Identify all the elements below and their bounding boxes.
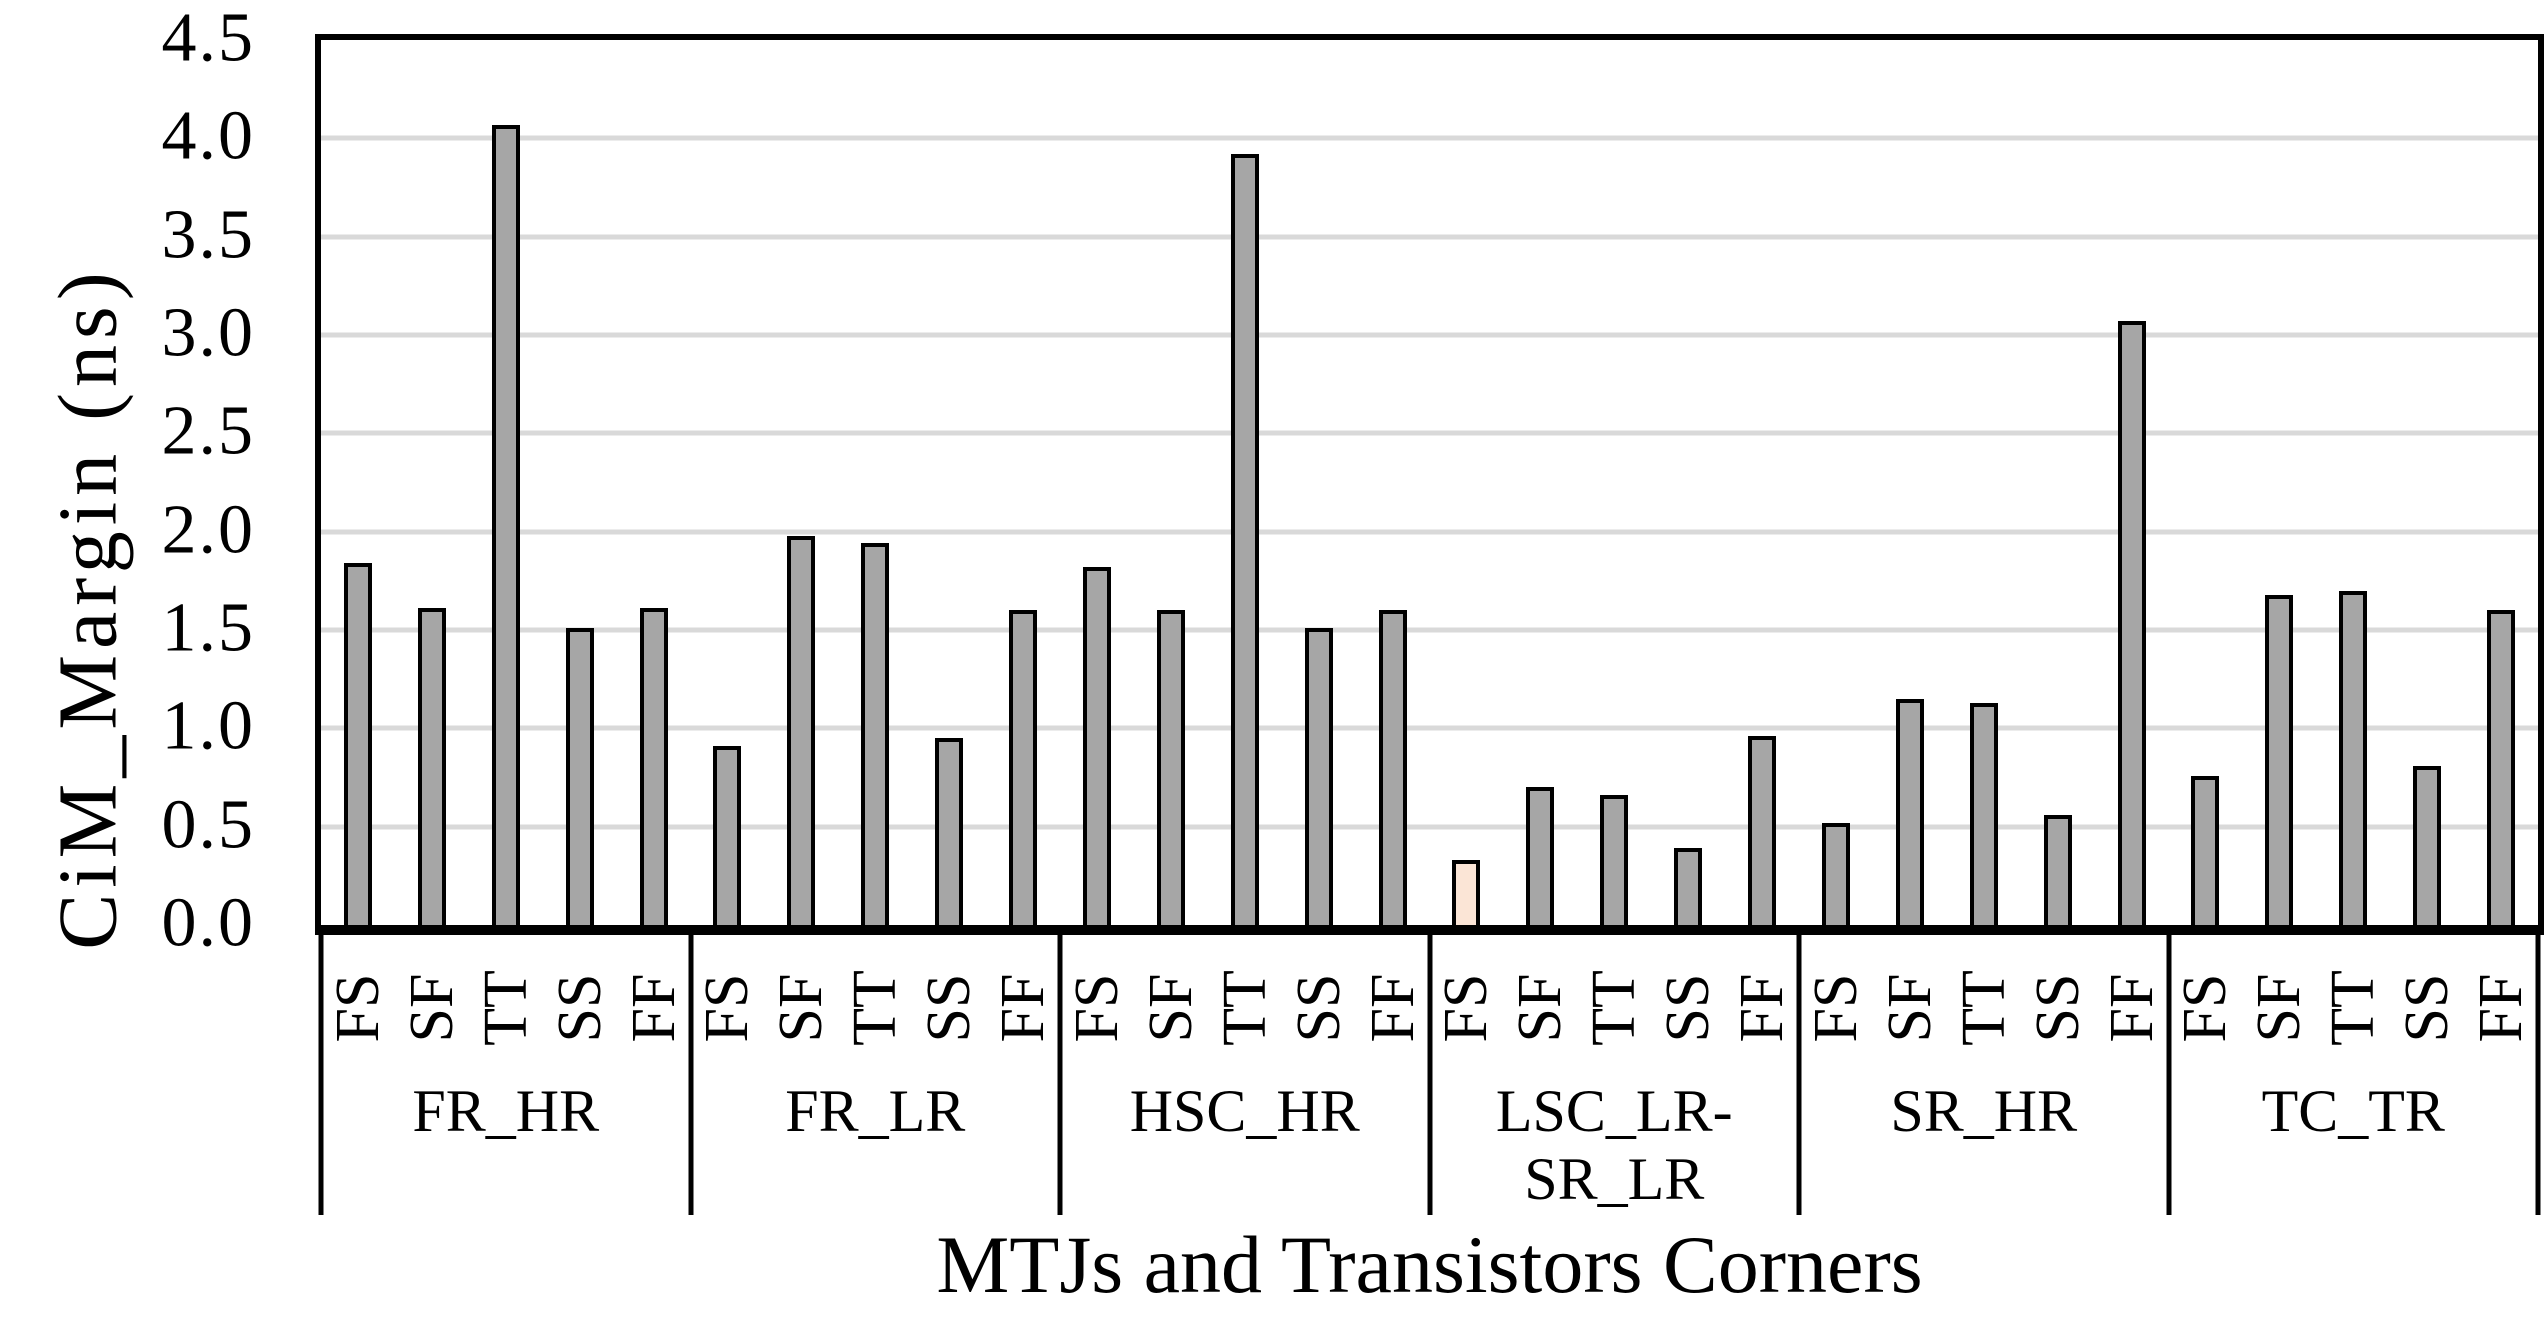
bar-group4-SS [2043,815,2072,925]
group-label-1: FR_LR [785,1078,966,1144]
bar-group2-TT [1230,154,1259,925]
bar-group4-TT [1969,703,1998,925]
bar-group2-SF [1156,610,1185,925]
bar-group5-SS [2413,766,2442,925]
category-separator-6 [2535,925,2541,1215]
gridline-1.0 [321,725,2538,731]
bar-group1-SS [935,738,964,925]
bar-group3-FS [1452,860,1481,925]
bar-group3-SF [1526,787,1555,925]
category-separator-0 [318,925,324,1215]
group-label-5: TC_TR [2261,1078,2445,1144]
bar-group2-FS [1082,567,1111,925]
bar-group0-FS [343,563,372,925]
bar-group0-FF [639,608,668,925]
category-label-group4-TT: TT [1949,970,2018,1046]
category-label-group2-SF: SF [1136,973,1205,1043]
category-separator-2 [1057,925,1063,1215]
category-separator-5 [2166,925,2171,1215]
gridline-2.0 [321,529,2538,535]
bar-group3-FF [1748,736,1777,925]
group-label-row: FR_HR FR_LR HSC_HR LSC_LR- SR_LR SR_HR TC_TR [321,1078,2538,1218]
bar-group1-FF [1009,610,1038,925]
category-label-group3-FS: FS [1432,973,1501,1043]
y-tick-label-3.0: 3.0 [161,294,255,372]
category-label-group1-FF: FF [989,973,1058,1043]
bar-group5-FS [2191,776,2220,925]
bar-group0-SF [417,608,446,925]
category-separator-3 [1427,925,1432,1215]
category-label-group1-SF: SF [767,973,836,1043]
category-label-group0-FS: FS [323,973,392,1043]
category-label-group1-FS: FS [693,973,762,1043]
group-label-2: HSC_HR [1129,1078,1360,1144]
category-label-group5-SS: SS [2393,973,2462,1043]
bar-group1-FS [713,746,742,925]
bar-group5-FF [2487,610,2516,925]
y-tick-label-1.5: 1.5 [161,589,255,667]
category-label-group3-TT: TT [1580,970,1649,1046]
category-label-group5-SF: SF [2245,973,2314,1043]
category-label-group4-FF: FF [2097,973,2166,1043]
category-label-group2-TT: TT [1210,970,1279,1046]
bar-group4-FS [1821,823,1850,925]
category-label-group4-FS: FS [1801,973,1870,1043]
category-label-group3-SS: SS [1654,973,1723,1043]
category-label-group0-FF: FF [619,973,688,1043]
y-tick-label-2.0: 2.0 [161,491,255,569]
group-label-4: SR_HR [1890,1078,2078,1144]
bar-group5-SF [2265,595,2294,925]
category-label-group3-FF: FF [1728,973,1797,1043]
category-label-group5-FF: FF [2467,973,2536,1043]
gridline-3.0 [321,332,2538,338]
category-label-group0-SF: SF [397,973,466,1043]
category-label-group2-FS: FS [1062,973,1131,1043]
category-label-group5-TT: TT [2319,970,2388,1046]
bar-group2-SS [1304,628,1333,925]
bar-group3-TT [1600,795,1629,925]
gridline-2.5 [321,430,2538,436]
y-tick-label-4.5: 4.5 [161,0,255,77]
category-label-group3-SF: SF [1506,973,1575,1043]
category-label-group1-TT: TT [841,970,910,1046]
plot-area [315,34,2544,935]
y-tick-label-3.5: 3.5 [161,196,255,274]
x-axis-title: MTJs and Transistors Corners [936,1219,1923,1310]
y-tick-label-0.0: 0.0 [161,884,255,962]
group-label-3: LSC_LR- SR_LR [1495,1078,1733,1212]
bar-group1-TT [861,543,890,925]
bar-group5-TT [2339,591,2368,925]
category-separator-4 [1796,925,1802,1215]
bar-group3-SS [1674,848,1703,925]
group-label-0: FR_HR [412,1078,600,1144]
category-label-group2-SS: SS [1284,973,1353,1043]
bar-group4-FF [2117,321,2146,925]
gridline-3.5 [321,234,2538,240]
bar-group4-SF [1895,699,1924,925]
category-label-group4-SF: SF [1875,973,1944,1043]
gridline-4.0 [321,135,2538,141]
y-tick-label-2.5: 2.5 [161,392,255,470]
category-label-group4-SS: SS [2023,973,2092,1043]
category-label-group2-FF: FF [1358,973,1427,1043]
gridline-1.5 [321,627,2538,633]
category-separator-1 [688,925,693,1215]
bar-group0-SS [565,628,594,925]
gridline-0.5 [321,824,2538,830]
y-tick-label-4.0: 4.0 [161,97,255,175]
y-tick-label-1.0: 1.0 [161,687,255,765]
bar-group2-FF [1378,610,1407,925]
category-label-group0-SS: SS [545,973,614,1043]
bar-group0-TT [491,125,520,925]
y-tick-label-0.5: 0.5 [161,786,255,864]
category-label-group5-FS: FS [2171,973,2240,1043]
category-label-group0-TT: TT [471,970,540,1046]
bar-group1-SF [787,536,816,925]
category-label-group1-SS: SS [915,973,984,1043]
